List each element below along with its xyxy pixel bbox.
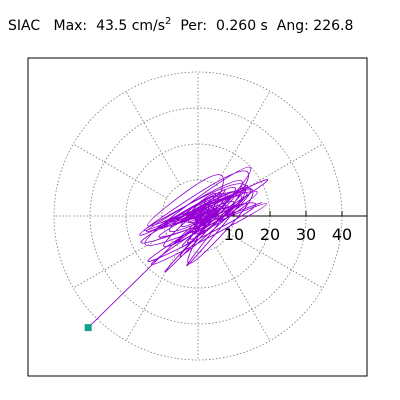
grid-spoke: [73, 143, 168, 199]
per-value: 0.260 s: [216, 18, 268, 34]
radial-tick-labels: 10 20 30 40: [224, 225, 352, 244]
radial-tick-label: 30: [296, 225, 316, 244]
radial-tick-label: 40: [332, 225, 352, 244]
end-marker: [84, 324, 92, 332]
max-label: Max:: [53, 18, 88, 34]
ang-value: 226.8: [313, 18, 354, 34]
grid-spoke: [125, 246, 181, 341]
max-unit: cm/s: [131, 18, 166, 34]
per-label: Per:: [180, 18, 208, 34]
orbit-series: [87, 166, 269, 328]
grid-spoke: [228, 233, 323, 289]
station-code: SIAC: [8, 18, 41, 34]
end-marker-group: [84, 324, 92, 332]
plot-frame: [27, 57, 368, 377]
max-value: 43.5: [96, 18, 128, 34]
orbit-line: [87, 166, 269, 328]
grid-spoke: [215, 91, 271, 186]
radial-tick-label: 10: [224, 225, 244, 244]
ang-label: Ang:: [276, 18, 309, 34]
grid-spoke: [73, 233, 168, 289]
plot-title: SIAC Max: 43.5 cm/s2 Per: 0.260 s Ang: 2…: [8, 16, 354, 35]
radial-tick-label: 20: [260, 225, 280, 244]
grid-spoke: [125, 91, 181, 186]
max-unit-exponent: 2: [165, 16, 172, 27]
grid-spoke: [215, 246, 271, 341]
